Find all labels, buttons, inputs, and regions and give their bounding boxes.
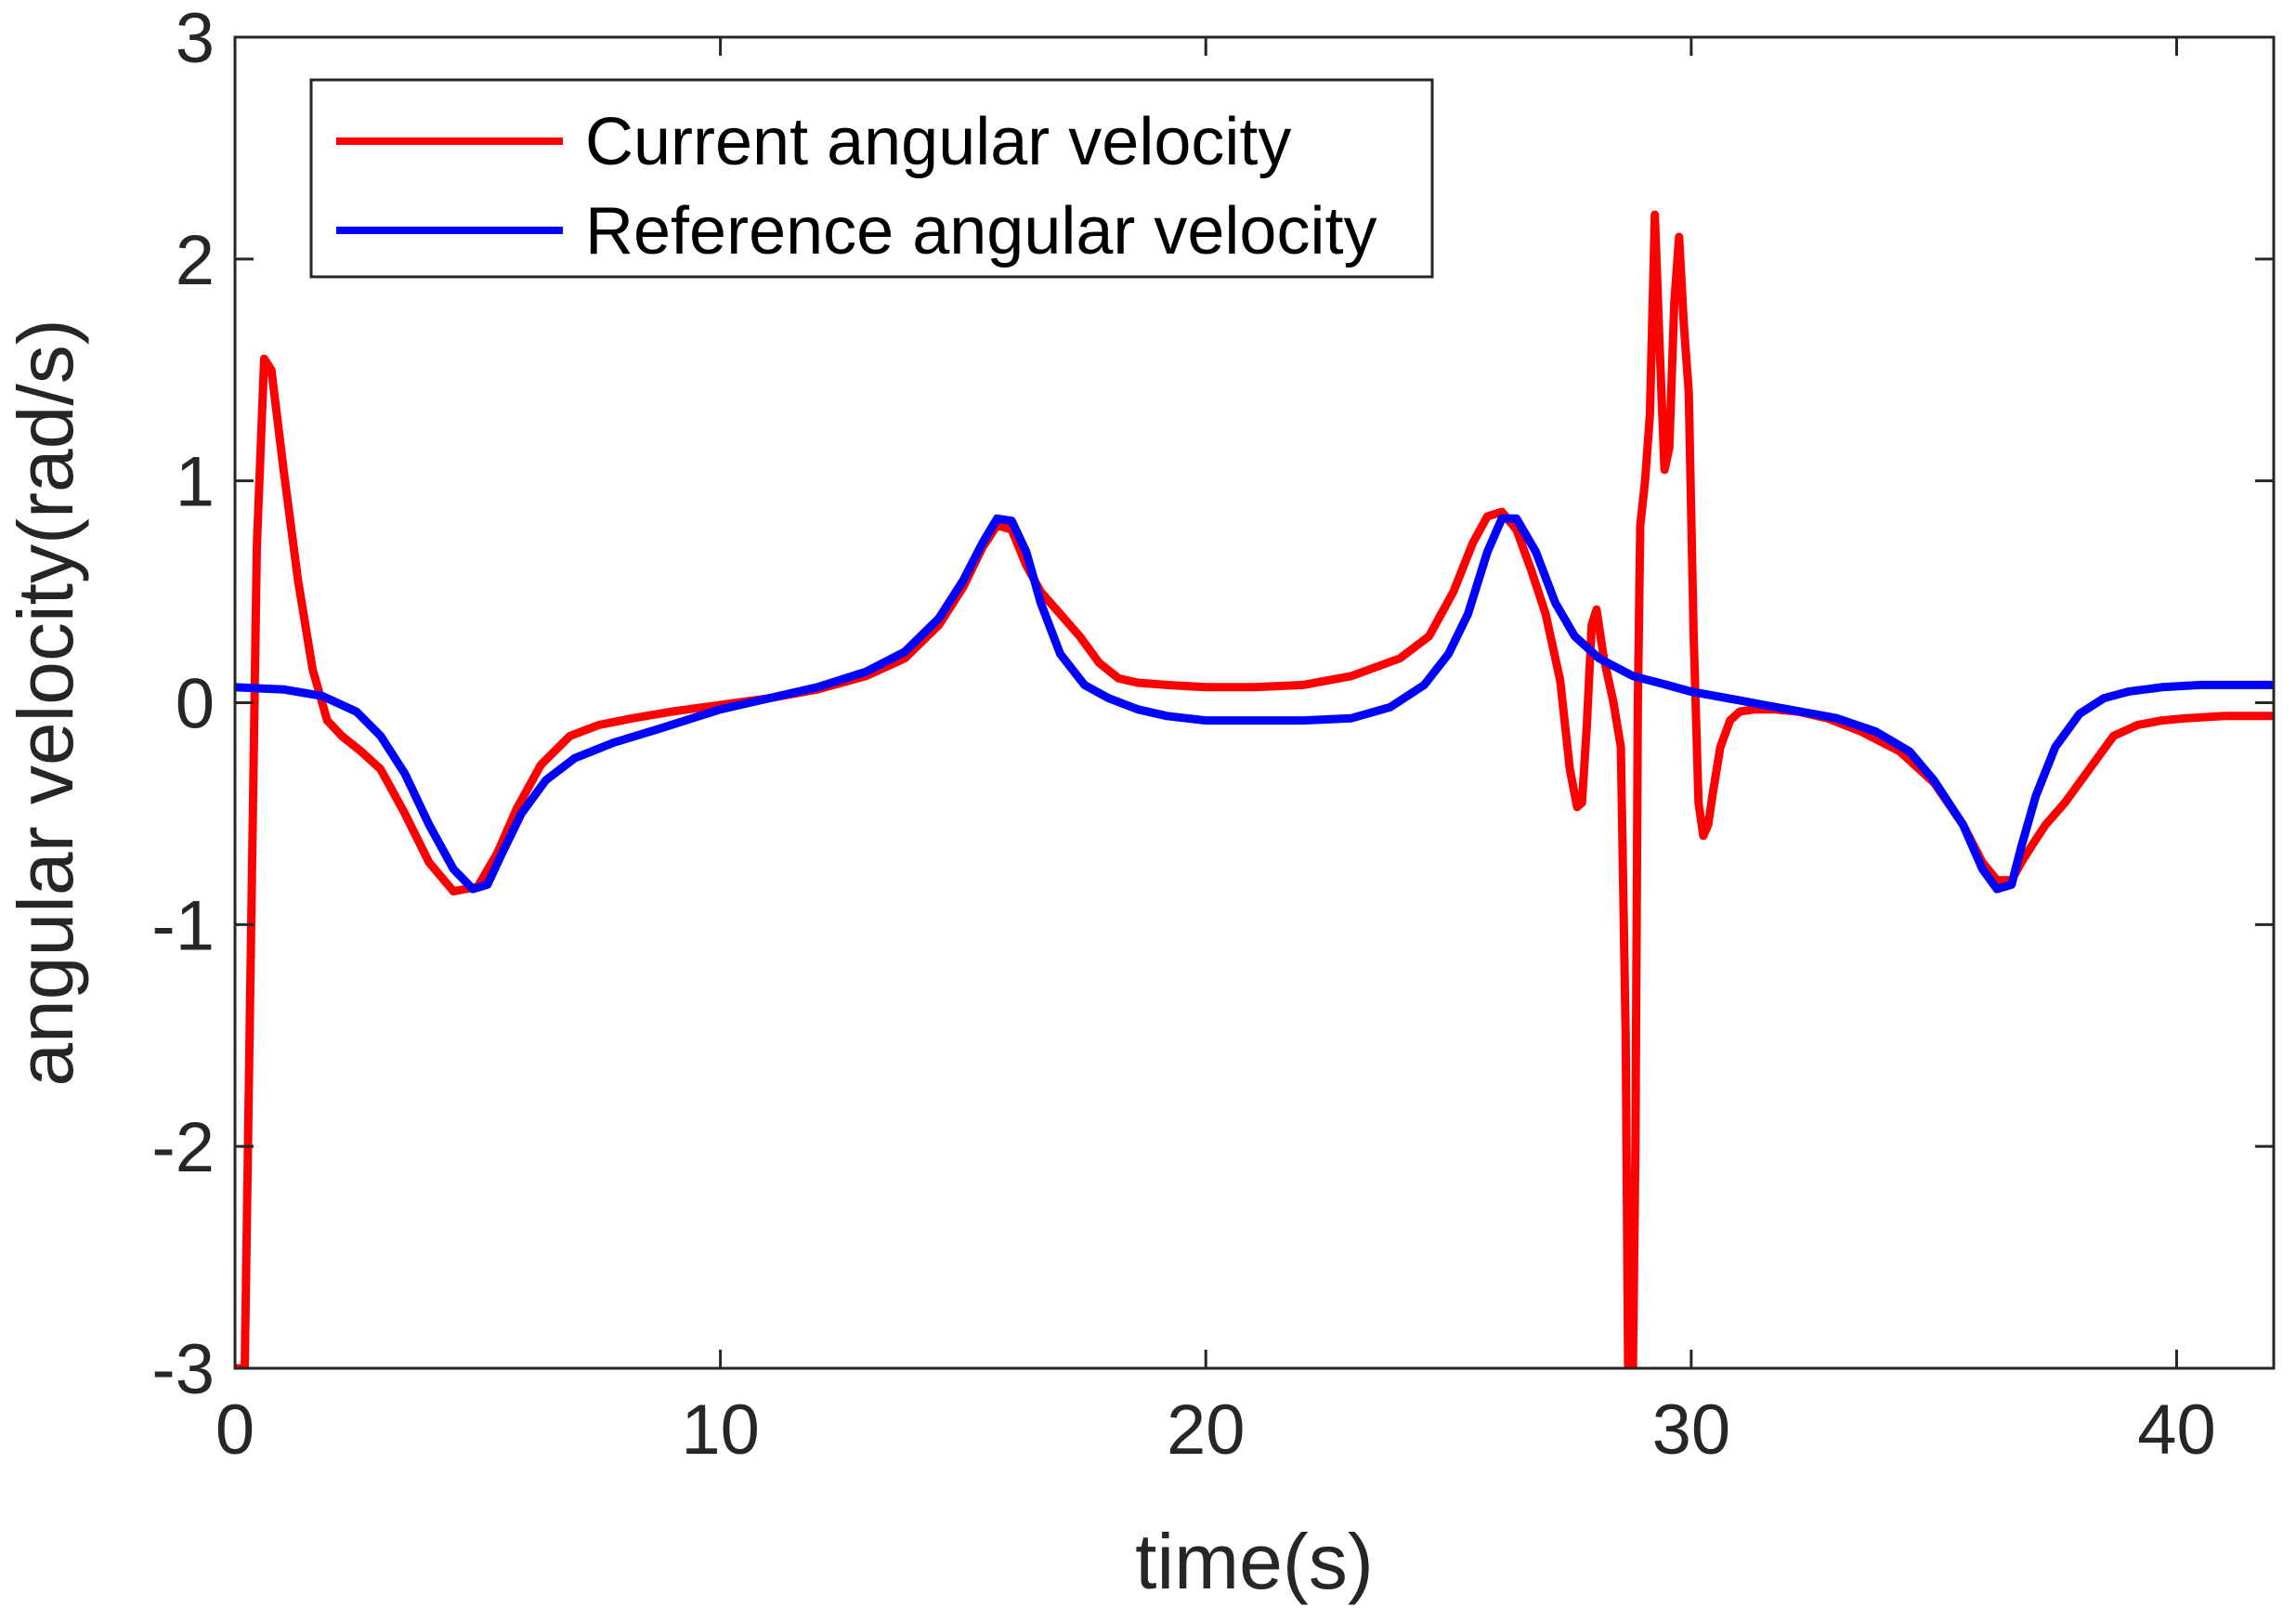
tick-labels: 0 10 20 30 40 -3 -2 -1 0 1 2 3 [151, 0, 2215, 1470]
x-tick-label: 0 [215, 1391, 254, 1470]
legend-label-current: Current angular velocity [585, 105, 1291, 179]
x-tick-label: 30 [1652, 1391, 1731, 1470]
y-tick-label: -2 [151, 1108, 215, 1187]
y-tick-label: -1 [151, 886, 215, 965]
legend-box [309, 78, 1434, 279]
y-axis-label: angular velocity(rad/s) [2, 319, 89, 1086]
legend-label-reference: Reference angular velocity [585, 194, 1376, 268]
series-line-reference [235, 514, 2274, 894]
legend: Current angular velocity Reference angul… [309, 78, 1434, 279]
y-tick-label: 2 [176, 221, 215, 300]
y-tick-label: 1 [176, 443, 215, 522]
x-tick-label: 20 [1167, 1391, 1246, 1470]
y-tick-label: -3 [151, 1330, 215, 1409]
plot-lines [235, 210, 2274, 1368]
y-tick-label: 0 [176, 665, 215, 744]
x-axis-label: time(s) [1135, 1518, 1374, 1605]
x-tick-label: 40 [2137, 1391, 2216, 1470]
x-tick-label: 10 [681, 1391, 760, 1470]
y-tick-label: 3 [176, 0, 215, 78]
axis-ticks [233, 35, 2274, 1370]
